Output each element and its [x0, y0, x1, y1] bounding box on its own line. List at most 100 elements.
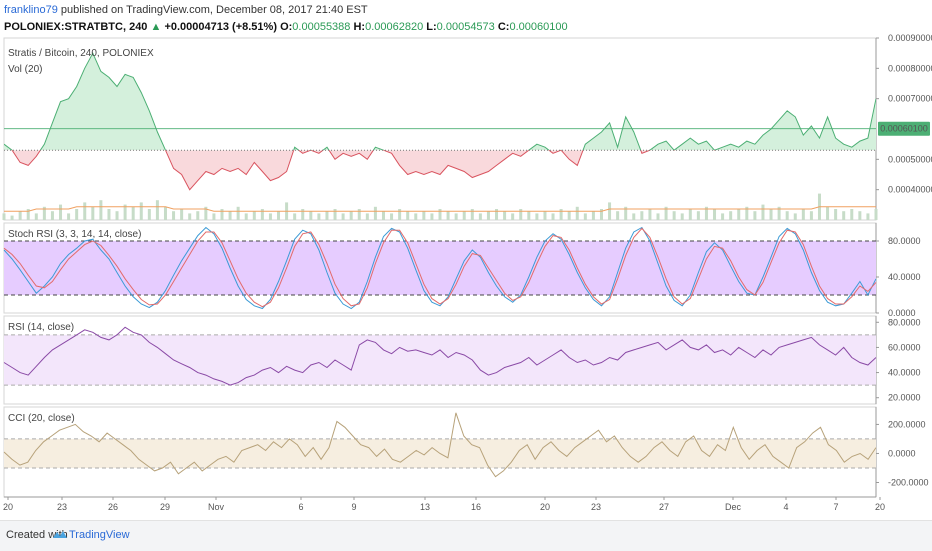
volume-bar [745, 206, 749, 220]
stoch-rsi-line-0 [3, 226, 877, 310]
price-tick-label: 0.00040000 [888, 185, 932, 195]
publish-line: franklino79 published on TradingView.com… [4, 4, 368, 16]
volume-bar [672, 211, 676, 220]
volume-bar [826, 206, 830, 220]
time-tick-label: 27 [659, 502, 669, 512]
volume-ma-line [4, 206, 876, 212]
publish-info: published on TradingView.com, December 0… [60, 4, 368, 16]
change-value: +0.00004713 (+8.51%) [164, 21, 277, 33]
time-tick-label: 9 [351, 502, 356, 512]
volume-bar [301, 209, 305, 220]
volume-bar [495, 209, 499, 220]
volume-bar [349, 211, 353, 220]
volume-bar [75, 209, 79, 220]
symbol-label: POLONIEX:STRATBTC, 240 [4, 21, 148, 33]
volume-bar [446, 211, 450, 220]
volume-bar [834, 209, 838, 220]
volume-bar [341, 213, 345, 220]
time-tick-label: 13 [420, 502, 430, 512]
stoch-rsi-band [4, 241, 876, 295]
stoch-rsi-line-1 [3, 227, 877, 308]
author-link[interactable]: franklino79 [4, 4, 58, 16]
created-with-text: Created with [6, 529, 68, 541]
volume-bar [575, 206, 579, 220]
volume-bar [801, 209, 805, 220]
volume-bar [414, 213, 418, 220]
volume-bar [721, 213, 725, 220]
volume-bar [277, 211, 281, 220]
volume-bar [260, 209, 264, 220]
close-value: 0.00060100 [509, 21, 568, 33]
low-label: L: [426, 21, 437, 33]
open-value: 0.00055388 [292, 21, 351, 33]
volume-bar [648, 209, 652, 220]
up-arrow-icon: ▲ [150, 21, 162, 33]
stoch-rsi-tick-label: 0.0000 [888, 308, 916, 318]
volume-bar [268, 213, 272, 220]
volume-bar [244, 213, 248, 220]
volume-bar [59, 204, 63, 220]
price-tick-label: 0.00080000 [888, 63, 932, 73]
time-tick-label: 29 [160, 502, 170, 512]
volume-bar [390, 213, 394, 220]
volume-bar [842, 211, 846, 220]
volume-bar [769, 209, 773, 220]
tradingview-brand-link[interactable]: TradingView [69, 529, 130, 541]
volume-bar [293, 213, 297, 220]
volume-bar [624, 206, 628, 220]
volume-bar [793, 213, 797, 220]
ohlc-line: POLONIEX:STRATBTC, 240 ▲ +0.00004713 (+8… [4, 21, 568, 33]
cci-tick-label: 0.0000 [888, 448, 916, 458]
chart-header: franklino79 published on TradingView.com… [0, 0, 932, 38]
volume-bar [430, 213, 434, 220]
cci-line-0 [3, 412, 877, 478]
volume-bar [2, 213, 6, 220]
cci-tick-label: 200.0000 [888, 419, 926, 429]
price-tick-label: 0.00050000 [888, 154, 932, 164]
volume-bar [478, 213, 482, 220]
volume-bar [761, 204, 765, 220]
volume-bar [172, 211, 176, 220]
volume-bar [99, 200, 103, 220]
volume-bar [688, 209, 692, 220]
volume-bar [357, 209, 361, 220]
rsi-tick-label: 40.0000 [888, 368, 921, 378]
rsi-tick-label: 80.0000 [888, 317, 921, 327]
time-tick-label: 23 [591, 502, 601, 512]
volume-bar [333, 209, 337, 220]
rsi-band [4, 334, 876, 386]
volume-bar [325, 211, 329, 220]
cci-tick-label: -200.0000 [888, 477, 929, 487]
volume-bar [18, 211, 22, 220]
tradingview-logo-icon [53, 531, 67, 538]
volume-bar [616, 211, 620, 220]
volume-bar [373, 206, 377, 220]
rsi-tick-label: 60.0000 [888, 342, 921, 352]
volume-bar [729, 211, 733, 220]
stoch-rsi-tick-label: 40.0000 [888, 272, 921, 282]
volume-bar [704, 206, 708, 220]
volume-bar [139, 202, 143, 220]
time-tick-label: 20 [875, 502, 885, 512]
volume-bar [680, 213, 684, 220]
volume-bar [204, 206, 208, 220]
volume-bar [664, 206, 668, 220]
time-tick-label: 16 [471, 502, 481, 512]
volume-bar [737, 209, 741, 220]
volume-bar [381, 211, 385, 220]
volume-bar [406, 211, 410, 220]
last-price-badge [878, 121, 930, 136]
volume-bar [309, 211, 313, 220]
volume-bar [777, 206, 781, 220]
chart-canvas[interactable]: 0.00090000 0.00080000 0.00070000 0.00050000… [0, 0, 932, 520]
volume-bar [809, 211, 813, 220]
volume-bar [486, 211, 490, 220]
rsi-tick-label: 20.0000 [888, 393, 921, 403]
volume-bar [83, 202, 87, 220]
volume-bar [252, 211, 256, 220]
volume-bar [10, 215, 14, 220]
price-line-above [4, 52, 876, 151]
volume-bar [220, 209, 224, 220]
price-area-below [12, 150, 650, 190]
volume-bar [599, 209, 603, 220]
